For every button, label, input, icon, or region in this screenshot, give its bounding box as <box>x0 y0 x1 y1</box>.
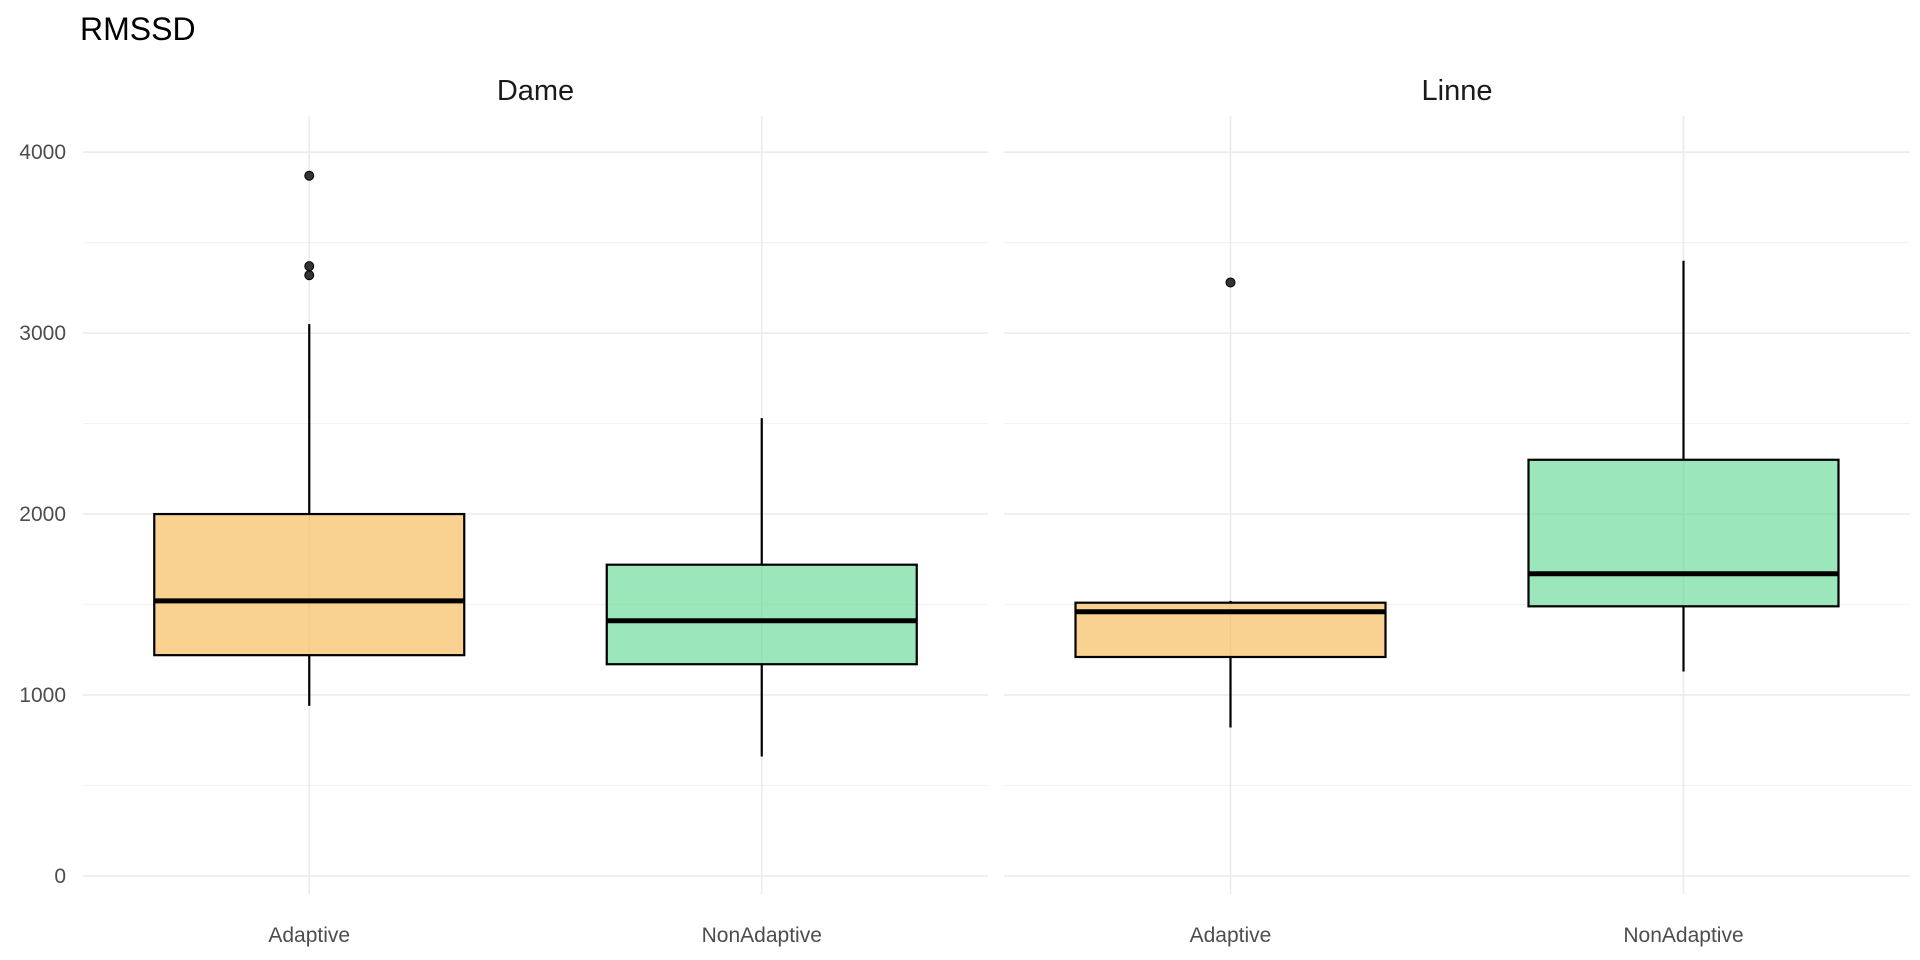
outlier-point <box>304 170 315 181</box>
x-tick-label: Adaptive <box>268 924 350 947</box>
outlier-point <box>304 261 315 272</box>
y-tick-label: 3000 <box>19 322 66 345</box>
facet-label: Dame <box>497 75 574 107</box>
outlier-point <box>304 270 315 281</box>
facet-panel-dame: Dame Adaptive NonAdaptive <box>83 75 988 947</box>
box-nonadaptive <box>1527 260 1840 672</box>
y-tick-label: 2000 <box>19 503 66 526</box>
facet-panel-linne: Linne Adaptive NonAdaptive <box>1004 75 1910 947</box>
y-tick-label: 1000 <box>19 684 66 707</box>
y-tick-label: 0 <box>54 865 66 888</box>
box-adaptive <box>153 170 466 706</box>
x-tick-label: Adaptive <box>1190 924 1272 947</box>
outlier-point <box>1225 277 1236 288</box>
box-iqr <box>1527 458 1840 608</box>
x-tick-label: NonAdaptive <box>702 924 822 947</box>
box-nonadaptive <box>605 418 918 757</box>
facet-panels: 0 1000 2000 3000 4000 Dame Adaptive NonAdaptive… <box>19 75 1910 947</box>
facet-label: Linne <box>1422 75 1493 107</box>
box-iqr <box>153 512 466 657</box>
box-iqr <box>605 563 918 666</box>
y-tick-label: 4000 <box>19 141 66 164</box>
x-tick-label: NonAdaptive <box>1623 924 1743 947</box>
box-adaptive <box>1074 277 1387 728</box>
chart-title: RMSSD <box>80 11 196 47</box>
